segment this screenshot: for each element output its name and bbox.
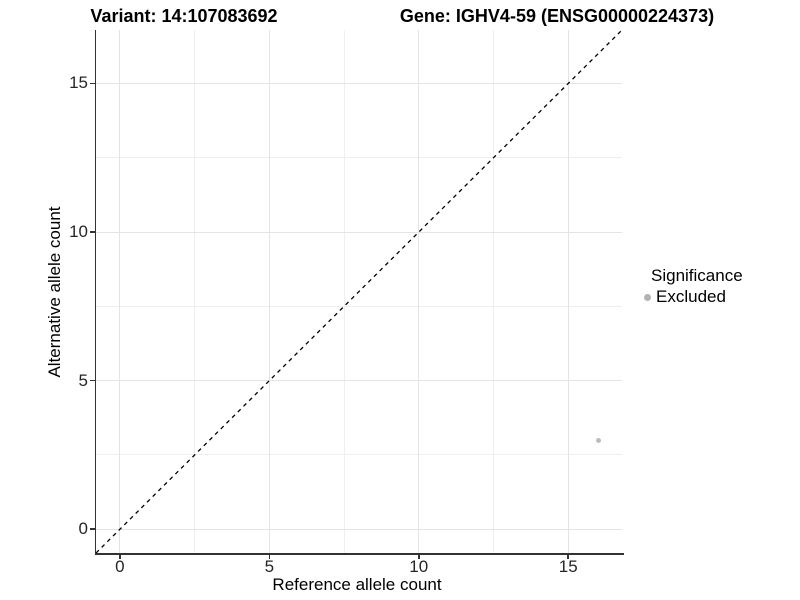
- identity-dashed-line: [96, 30, 622, 553]
- grid-line-y-minor: [96, 305, 622, 307]
- x-tick-label: 10: [409, 557, 429, 576]
- y-tick-mark: [90, 379, 95, 382]
- grid-line-x-minor: [492, 30, 494, 553]
- plot-title-variant: Variant: 14:107083692: [90, 6, 278, 26]
- y-tick-label: 10: [69, 222, 88, 242]
- grid-line-y-major: [96, 231, 622, 233]
- grid-line-x-minor: [194, 30, 196, 553]
- legend-item-excluded: Excluded: [640, 287, 743, 307]
- x-tick-mark: [418, 554, 420, 559]
- grid-line-y-minor: [96, 454, 622, 456]
- plot-title-gene: Gene: IGHV4-59 (ENSG00000224373): [399, 6, 715, 26]
- x-tick-mark: [268, 554, 271, 559]
- y-tick-label: 15: [69, 73, 88, 93]
- x-tick-mark: [567, 554, 569, 559]
- legend-item-label: Excluded: [656, 287, 726, 306]
- grid-line-y-minor: [96, 157, 622, 159]
- grid-line-y-major: [96, 82, 622, 84]
- legend-key-dot-icon: [640, 290, 654, 304]
- point-dot-icon: [643, 293, 651, 301]
- y-tick-label: 0: [78, 519, 88, 539]
- y-tick-mark: [90, 231, 95, 233]
- legend-items: Excluded: [640, 287, 743, 307]
- plot-panel: [96, 30, 622, 553]
- data-point-excluded: [595, 437, 601, 443]
- grid-line-x-minor: [343, 30, 345, 553]
- x-axis-title: Reference allele count: [272, 575, 442, 594]
- legend: Significance Excluded: [640, 266, 743, 307]
- grid-line-x-major: [119, 30, 121, 553]
- grid-line-x-major: [567, 30, 569, 553]
- grid-line-y-major: [96, 528, 622, 530]
- y-tick-mark: [90, 82, 95, 85]
- grid-line-x-major: [418, 30, 420, 553]
- x-axis-line: [94, 553, 624, 555]
- y-axis-line: [94, 30, 96, 555]
- y-tick-mark: [90, 528, 95, 530]
- grid-line-y-major: [96, 380, 622, 382]
- legend-title: Significance: [651, 266, 743, 285]
- x-tick-label: 5: [264, 557, 275, 576]
- x-tick-label: 15: [558, 557, 578, 576]
- x-tick-label: 0: [115, 557, 125, 576]
- grid-line-x-major: [268, 30, 270, 553]
- y-tick-label: 5: [78, 370, 88, 390]
- x-tick-mark: [119, 554, 121, 559]
